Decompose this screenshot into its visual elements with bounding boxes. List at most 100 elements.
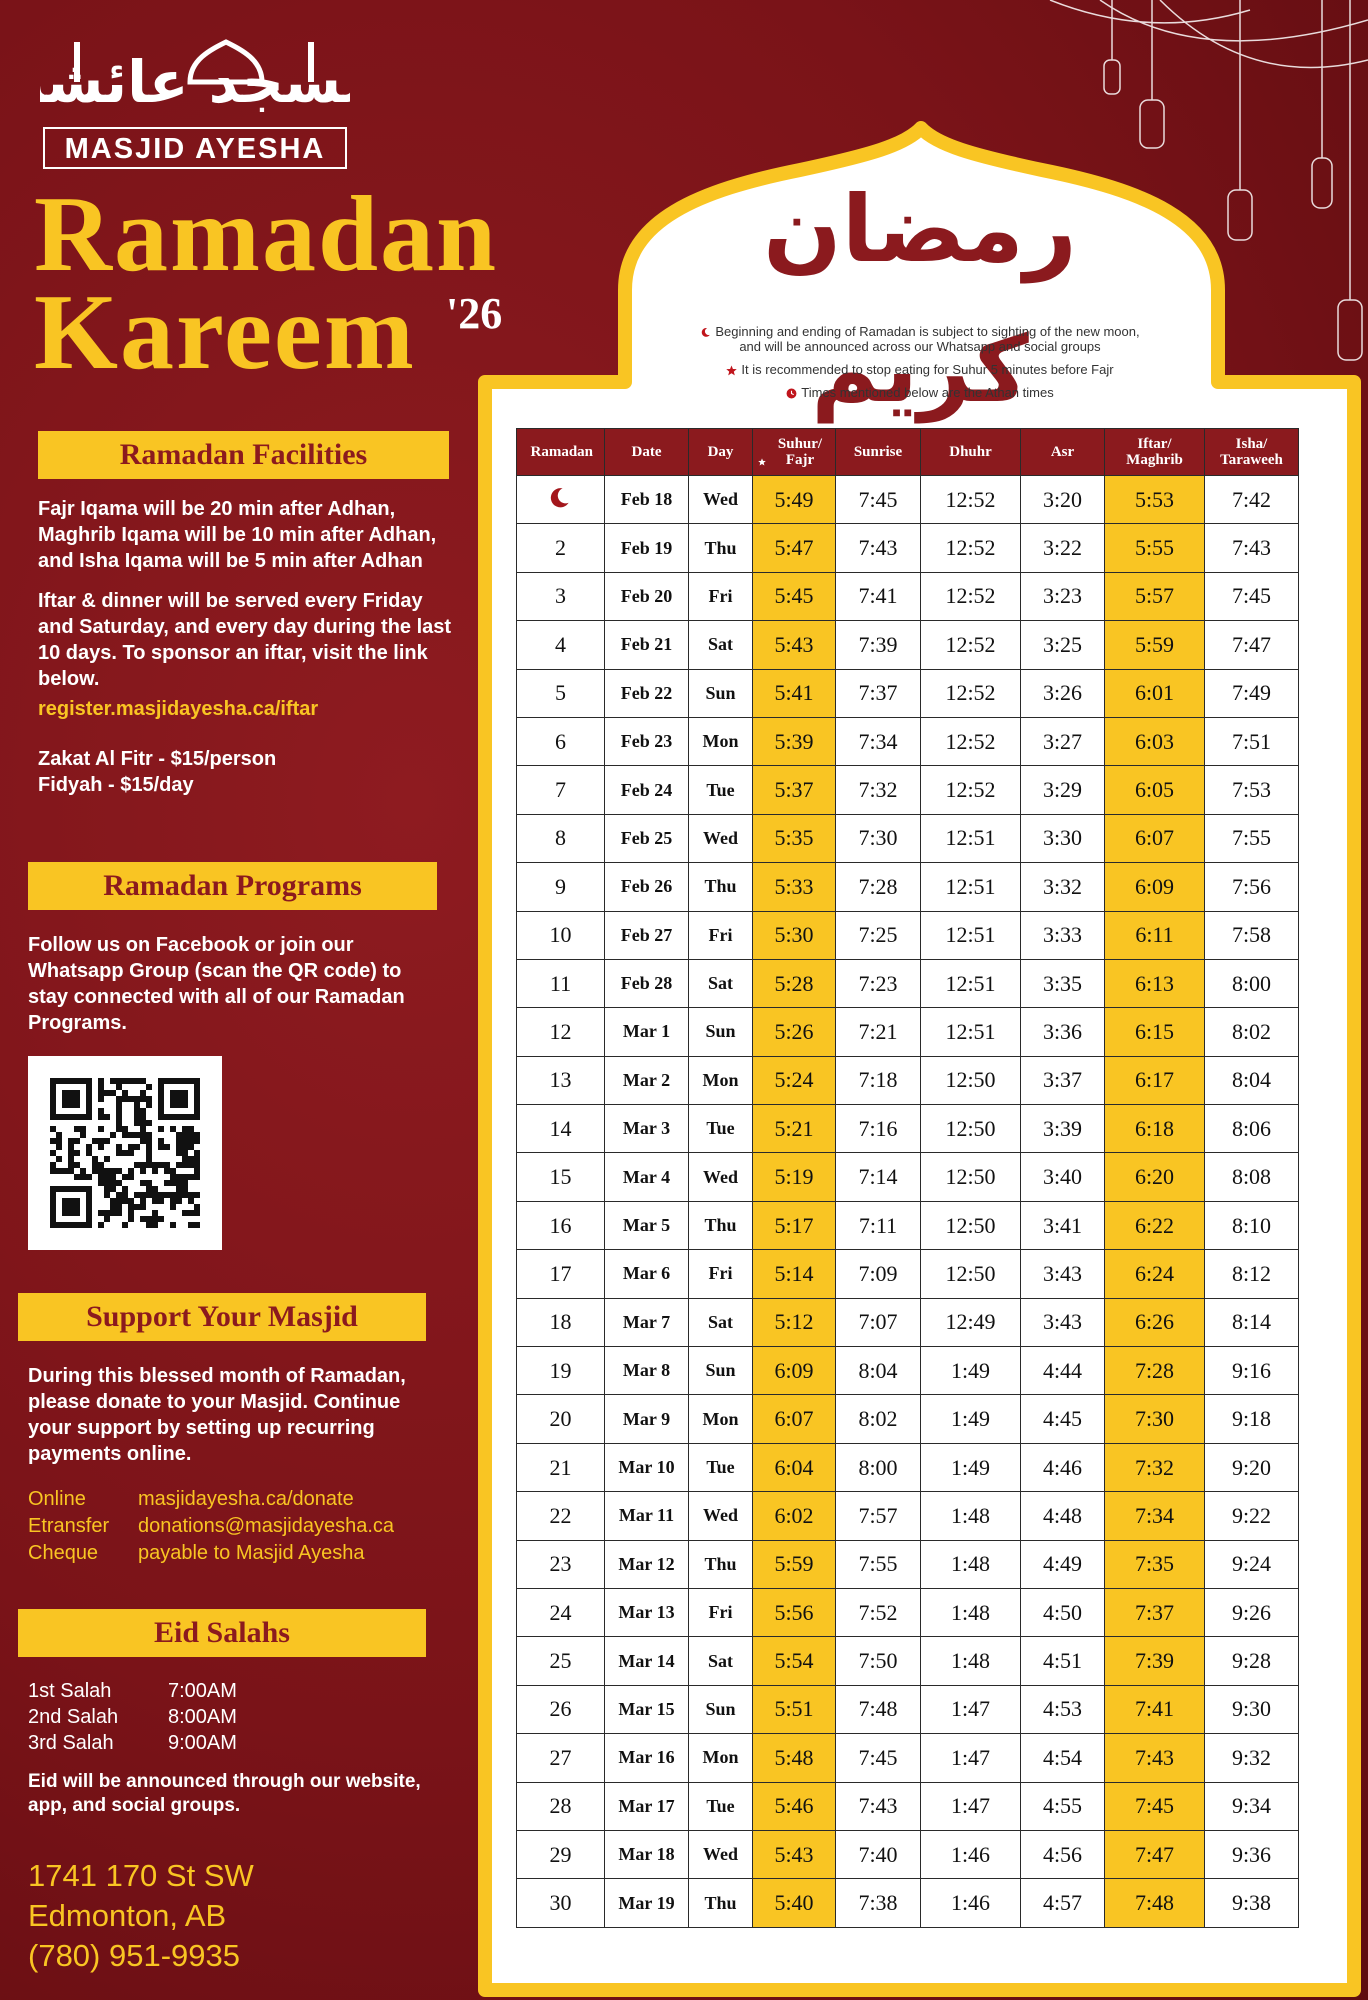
qr-module	[86, 1204, 92, 1210]
column-header: Dhuhr	[920, 428, 1021, 476]
table-cell: 4:56	[1020, 1829, 1105, 1880]
table-cell: 5:51	[752, 1684, 836, 1735]
qr-module	[188, 1210, 194, 1216]
qr-module	[158, 1138, 164, 1144]
qr-module	[68, 1198, 74, 1204]
qr-module	[122, 1090, 128, 1096]
table-cell: 4:45	[1020, 1394, 1105, 1444]
table-cell: 5:28	[752, 958, 836, 1009]
qr-module	[140, 1096, 146, 1102]
table-cell: 7:23	[835, 958, 921, 1009]
table-row: 2 Feb 19 Thu 5:47 7:43 12:52 3:22 5:55 7:43	[516, 523, 1299, 573]
table-cell: 1:48	[920, 1636, 1021, 1686]
qr-module	[80, 1222, 86, 1228]
table-cell: 3:22	[1020, 523, 1105, 573]
qr-module	[170, 1180, 176, 1186]
qr-module	[104, 1174, 110, 1180]
facilities-paragraph: Iftar & dinner will be served every Frid…	[38, 590, 452, 690]
table-cell: Mar 7	[604, 1297, 689, 1348]
qr-module	[104, 1114, 110, 1120]
qr-module	[140, 1192, 146, 1198]
qr-module	[110, 1204, 116, 1210]
table-body: Feb 18 Wed 5:49 7:45 12:52 3:20 5:53 7:42 2 Feb 1…	[516, 474, 1299, 1928]
column-header-text: Asr	[1050, 444, 1075, 460]
table-cell: 7:41	[1104, 1684, 1205, 1735]
qr-module	[164, 1078, 170, 1084]
table-cell: 12:52	[920, 571, 1021, 622]
qr-module	[146, 1180, 152, 1186]
qr-module	[116, 1120, 122, 1126]
table-cell: 24	[516, 1587, 605, 1638]
table-cell: 9	[516, 862, 605, 912]
table-row: 27 Mar 16 Mon 5:48 7:45 1:47 4:54 7:43 9:32	[516, 1733, 1299, 1783]
qr-module	[164, 1180, 170, 1186]
table-cell: 6:05	[1104, 765, 1205, 815]
qr-module	[98, 1126, 104, 1132]
qr-module	[110, 1078, 116, 1084]
table-row: 22 Mar 11 Wed 6:02 7:57 1:48 4:48 7:34 9:22	[516, 1491, 1299, 1541]
table-cell: 8:04	[1204, 1055, 1299, 1106]
table-row: 18 Mar 7 Sat 5:12 7:07 12:49 3:43 6:26 8:14	[516, 1297, 1299, 1348]
qr-module	[62, 1222, 68, 1228]
facilities-paragraph: Fajr Iqama will be 20 min after Adhan, M…	[38, 498, 437, 572]
table-cell: 5:46	[752, 1781, 836, 1831]
table-cell: Mar 12	[604, 1539, 689, 1589]
qr-module	[146, 1222, 152, 1228]
table-cell: 4:48	[1020, 1491, 1105, 1541]
table-cell: Tue	[688, 1781, 753, 1831]
table-cell: 5:43	[752, 620, 836, 670]
qr-module	[80, 1174, 86, 1180]
table-cell: 12:52	[920, 765, 1021, 815]
table-row: 25 Mar 14 Sat 5:54 7:50 1:48 4:51 7:39 9:28	[516, 1636, 1299, 1686]
table-row: 16 Mar 5 Thu 5:17 7:11 12:50 3:41 6:22 8:10	[516, 1200, 1299, 1251]
qr-module	[194, 1090, 200, 1096]
qr-module	[122, 1222, 128, 1228]
qr-module	[146, 1156, 152, 1162]
table-cell: Mar 17	[604, 1781, 689, 1831]
table-cell: 3	[516, 571, 605, 622]
table-cell: 6:03	[1104, 716, 1205, 767]
qr-module	[110, 1180, 116, 1186]
table-row: 19 Mar 8 Sun 6:09 8:04 1:49 4:44 7:28 9:16	[516, 1346, 1299, 1396]
qr-module	[98, 1144, 104, 1150]
qr-module	[50, 1108, 56, 1114]
table-cell: Mon	[688, 1055, 753, 1106]
qr-module	[140, 1114, 146, 1120]
logo: مسجد عائشة MASJID AYESHA	[40, 39, 350, 169]
qr-module	[116, 1204, 122, 1210]
table-cell: 28	[516, 1781, 605, 1831]
table-row: 5 Feb 22 Sun 5:41 7:37 12:52 3:26 6:01 7:49	[516, 668, 1299, 718]
table-cell: 1:49	[920, 1394, 1021, 1444]
qr-module	[140, 1108, 146, 1114]
qr-module	[188, 1198, 194, 1204]
table-cell: Feb 25	[604, 813, 689, 864]
column-header-text: Iftar/ Maghrib	[1126, 436, 1183, 468]
qr-module	[92, 1156, 98, 1162]
table-cell: 3:27	[1020, 716, 1105, 767]
qr-module	[152, 1186, 158, 1192]
table-cell: 6:01	[1104, 668, 1205, 718]
qr-module	[176, 1132, 182, 1138]
table-cell: 7:28	[1104, 1346, 1205, 1396]
table-cell: Sun	[688, 1346, 753, 1396]
qr-module	[110, 1090, 116, 1096]
qr-module	[146, 1162, 152, 1168]
table-cell: 12:49	[920, 1297, 1021, 1348]
qr-module	[140, 1132, 146, 1138]
payment-detail: donations@masjidayesha.ca	[138, 1515, 395, 1537]
qr-module	[170, 1168, 176, 1174]
qr-module	[86, 1096, 92, 1102]
table-cell: Mon	[688, 1394, 753, 1444]
table-cell: Tue	[688, 765, 753, 815]
salah-row: 1st Salah 7:00AM	[28, 1678, 328, 1704]
table-cell: 6:07	[1104, 813, 1205, 864]
qr-module	[116, 1126, 122, 1132]
qr-module	[104, 1168, 110, 1174]
table-cell: 8:06	[1204, 1104, 1299, 1154]
fee-line: Fidyah - $15/day	[38, 774, 194, 796]
table-row: 3 Feb 20 Fri 5:45 7:41 12:52 3:23 5:57 7:45	[516, 571, 1299, 622]
table-cell: Mar 1	[604, 1007, 689, 1057]
table-cell: 3:35	[1020, 958, 1105, 1009]
qr-module	[50, 1126, 56, 1132]
table-cell: 1:48	[920, 1491, 1021, 1541]
